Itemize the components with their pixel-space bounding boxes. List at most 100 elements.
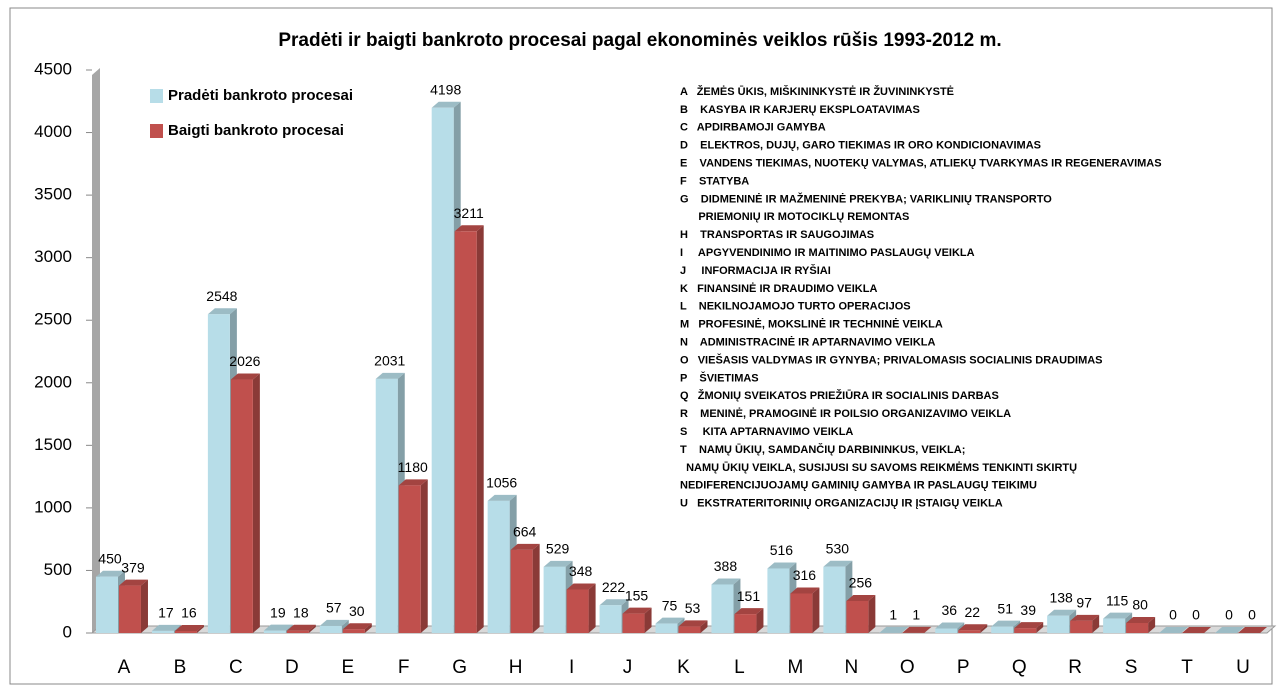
annotation: D ELEKTROS, DUJŲ, GARO TIEKIMAS IR ORO K… [680,140,1041,152]
data-label: 0 [1248,607,1256,623]
bar-front [174,630,197,633]
bar-front [263,630,286,633]
data-label: 1056 [486,475,517,491]
bar-top [454,225,484,232]
bar-top [151,624,181,631]
bar-top [95,570,125,577]
data-label: 1 [889,607,897,623]
bar-front [1126,622,1149,633]
bar-top [1126,616,1156,623]
data-label: 36 [941,602,957,618]
bar-top [207,308,237,315]
bar-front [454,231,477,633]
bar-top [342,623,372,630]
bar [118,579,148,633]
bar-front [286,630,309,633]
bar [846,594,876,633]
data-label: 256 [849,575,873,591]
annotation: B KASYBA IR KARJERŲ EKSPLOATAVIMAS [680,104,920,116]
x-tick-label: R [1068,657,1082,678]
data-label: 17 [158,605,174,621]
bar-side [1092,614,1100,633]
data-label: 80 [1132,597,1148,613]
bar-top [655,617,685,624]
bar-top [902,626,932,633]
y-tick-label: 4500 [34,59,72,78]
bar-side [980,624,988,633]
y-tick-label: 2000 [34,372,72,391]
data-label: 1 [912,607,920,623]
data-label: 115 [1106,592,1129,608]
bar-top [599,599,629,606]
bar-top [1159,627,1189,633]
bar-front [599,605,622,633]
data-label: 2031 [374,353,405,369]
annotation: O VIEŠASIS VALDYMAS IR GYNYBA; PRIVALOMA… [680,353,1103,366]
bar-top [622,607,652,614]
annotation: Q ŽMONIŲ SVEIKATOS PRIEŽIŪRA IR SOCIALIN… [680,389,999,402]
data-label: 155 [625,587,649,603]
bar-front [375,378,398,633]
bar-top [767,562,797,569]
bar-front [151,630,174,633]
data-label: 75 [662,597,678,613]
bar-top [263,624,293,631]
x-tick-label: H [509,657,523,678]
bar-top [734,608,764,615]
bar-front [431,107,454,633]
bar [622,607,652,633]
bar-front [510,549,533,633]
bar-side [901,626,909,633]
annotation: P ŠVIETIMAS [680,371,759,384]
bar-front [319,625,342,633]
bar-side [308,624,316,633]
bar-front [342,629,365,633]
bar [1159,627,1189,633]
annotation: M PROFESINĖ, MOKSLINĖ IR TECHNINĖ VEIKLA [680,318,943,331]
x-tick-label: O [900,657,915,678]
bar-front [823,566,846,633]
data-label: 379 [121,559,145,575]
annotation: S KITA APTARNAVIMO VEIKLA [680,426,853,438]
data-label: 530 [826,540,850,556]
bar-front [1103,618,1126,633]
legend-label: Pradėti bankroto procesai [168,87,353,104]
bar-front [118,585,141,633]
bar-front [566,589,589,633]
annotation: T NAMŲ ŪKIŲ, SAMDANČIŲ DARBININKUS, VEIK… [680,443,965,456]
data-label: 30 [349,603,365,619]
x-tick-label: I [569,657,574,678]
bar [790,587,820,633]
annotation: U EKSTRATERITORINIŲ ORGANIZACIJŲ IR ĮSTA… [680,498,1003,510]
data-label: 348 [569,563,593,579]
bar-top [319,619,349,626]
bar-side [252,373,260,633]
annotation: NAMŲ ŪKIŲ VEIKLA, SUSIJUSI SU SAVOMS REI… [680,461,1077,474]
side-wall [92,68,100,633]
bar-side [532,543,540,633]
data-label: 0 [1192,607,1200,623]
data-label: 1180 [398,459,428,475]
legend-swatch [150,89,163,103]
x-tick-label: J [623,657,633,678]
bar [510,543,540,633]
bar [1014,622,1044,633]
bar [566,583,596,633]
annotation: E VANDENS TIEKIMAS, NUOTEKŲ VALYMAS, ATL… [680,158,1162,170]
bar [1238,627,1268,633]
bar-top [174,624,204,631]
bar-top [543,560,573,567]
annotation: N ADMINISTRACINĖ IR APTARNAVIMO VEIKLA [680,336,936,349]
bar-front [622,613,645,633]
annotation: R MENINĖ, PRAMOGINĖ IR POILSIO ORGANIZAV… [680,407,1011,420]
bar [286,624,316,633]
bar-side [476,225,484,633]
bar-top [230,373,260,380]
annotation: A ŽEMĖS ŪKIS, MIŠKININKYSTĖ IR ŽUVININKY… [680,85,954,98]
x-tick-label: A [118,657,131,678]
x-tick-label: U [1236,657,1250,678]
y-tick-label: 0 [63,622,72,641]
bar-front [543,566,566,633]
x-tick-label: L [734,657,745,678]
